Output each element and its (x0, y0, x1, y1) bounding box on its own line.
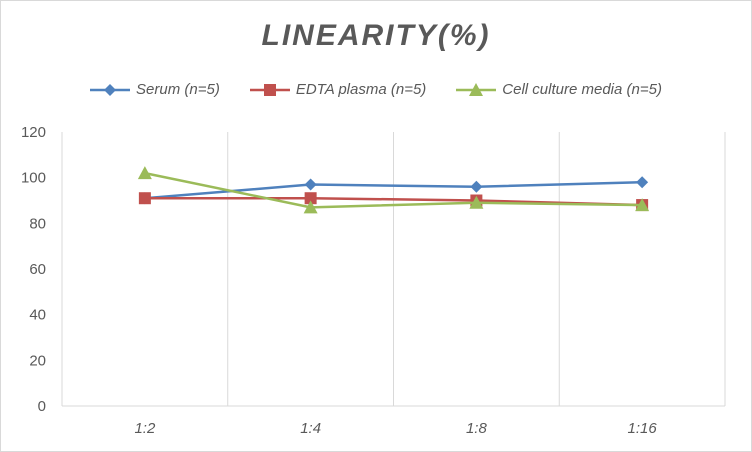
legend-swatch-marker (104, 83, 117, 96)
legend-label: EDTA plasma (n=5) (295, 81, 427, 98)
y-tick-label: 0 (38, 398, 46, 415)
legend-item-2: Cell culture media (n=5) (456, 81, 662, 98)
x-tick-label: 1:4 (300, 420, 321, 437)
legend-label: Serum (n=5) (136, 81, 220, 98)
data-point-series-1 (304, 192, 317, 205)
data-point-series-2 (469, 195, 484, 209)
series-line-2 (144, 171, 643, 209)
data-point-series-0 (470, 180, 483, 193)
legend-swatch-marker (263, 83, 276, 96)
y-tick-label: 80 (29, 215, 46, 232)
data-point-series-0 (636, 176, 649, 189)
legend-label: Cell culture media (n=5) (502, 81, 662, 98)
legend-swatch (456, 82, 497, 96)
legend-item-0: Serum (n=5) (90, 81, 220, 98)
data-point-series-2 (303, 200, 318, 214)
y-tick-label: 120 (21, 124, 46, 141)
legend-item-1: EDTA plasma (n=5) (249, 81, 427, 98)
y-tick-label: 100 (21, 170, 46, 187)
data-point-series-0 (304, 178, 317, 191)
legend-swatch-marker (469, 82, 484, 96)
data-point-series-2 (635, 198, 650, 212)
chart-title: LINEARITY(%) (261, 19, 491, 52)
x-tick-label: 1:2 (134, 420, 156, 437)
data-point-series-1 (138, 192, 151, 205)
x-tick-label: 1:8 (466, 420, 488, 437)
y-tick-label: 40 (29, 307, 46, 324)
legend: Serum (n=5) EDTA plasma (n=5) Cell culture… (1, 81, 751, 98)
legend-swatch (249, 83, 290, 96)
legend-swatch (90, 83, 131, 96)
y-tick-label: 60 (29, 261, 46, 278)
y-tick-label: 20 (29, 352, 46, 369)
data-point-series-2 (137, 166, 152, 180)
x-tick-label: 1:16 (628, 420, 658, 437)
